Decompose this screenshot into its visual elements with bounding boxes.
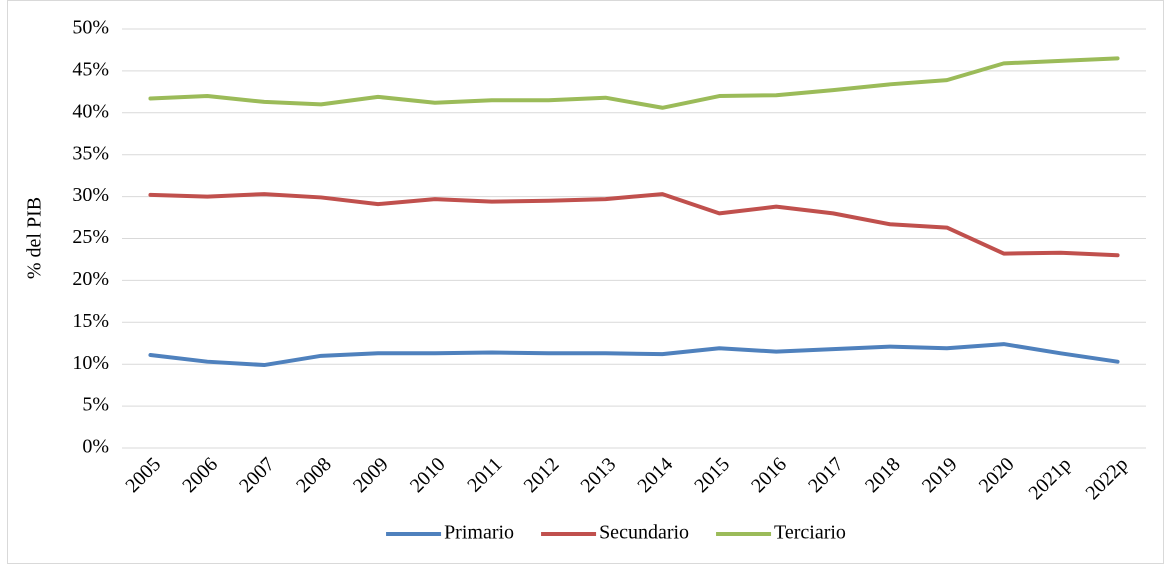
y-tick-label: 10% (72, 352, 109, 374)
y-tick-label: 0% (82, 436, 109, 458)
legend-label: Secundario (599, 522, 689, 544)
y-tick-label: 25% (72, 226, 109, 248)
series-line (148, 56, 1120, 110)
y-tick-label: 40% (72, 100, 109, 122)
y-tick-label: 5% (82, 394, 109, 416)
y-tick-label: 50% (72, 17, 109, 39)
y-tick-label: 30% (72, 184, 109, 206)
series-line (148, 192, 1120, 258)
series-line (148, 342, 1120, 368)
chart-border (7, 0, 1164, 564)
y-tick-label: 45% (72, 58, 109, 80)
y-tick-label: 15% (72, 310, 109, 332)
y-axis-title: % del PIB (24, 197, 46, 279)
y-tick-label: 20% (72, 268, 109, 290)
legend-label: Primario (444, 522, 514, 544)
legend-label: Terciario (774, 522, 846, 544)
y-tick-label: 35% (72, 142, 109, 164)
